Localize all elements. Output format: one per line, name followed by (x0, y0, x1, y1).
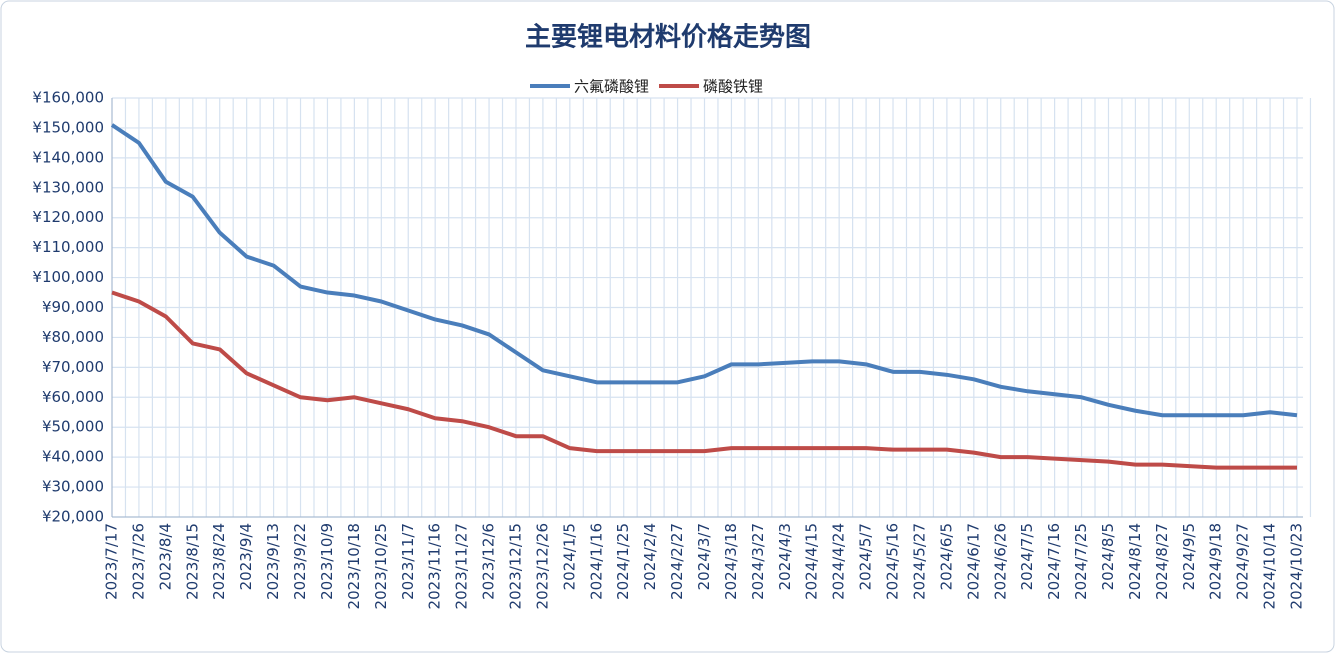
x-tick-label: 2024/1/5 (560, 523, 578, 590)
y-tick-label: ¥80,000 (42, 328, 104, 346)
series-line (110, 123, 1298, 418)
x-tick-label: 2023/10/18 (345, 523, 363, 609)
x-tick-label: 2023/11/16 (426, 523, 444, 609)
y-tick-label: ¥30,000 (42, 478, 104, 496)
x-tick-label: 2024/6/5 (937, 523, 955, 590)
x-tick-label: 2024/4/15 (803, 523, 821, 600)
x-tick-label: 2024/2/4 (641, 523, 659, 590)
y-tick-label: ¥90,000 (42, 298, 104, 316)
x-tick-label: 2023/8/24 (210, 523, 228, 600)
y-tick-label: ¥40,000 (42, 448, 104, 466)
legend-label: 六氟磷酸锂 (574, 78, 649, 96)
x-tick-label: 2024/8/27 (1153, 523, 1171, 600)
x-tick-label: 2024/6/26 (991, 523, 1009, 600)
series-line (111, 290, 1297, 470)
x-tick-label: 2023/11/27 (453, 523, 471, 609)
x-tick-label: 2023/7/26 (129, 523, 147, 600)
legend-label: 磷酸铁锂 (703, 78, 763, 96)
x-tick-label: 2024/10/14 (1261, 523, 1279, 609)
x-tick-label: 2024/4/3 (776, 523, 794, 590)
y-tick-label: ¥100,000 (32, 268, 104, 286)
x-tick-label: 2024/9/18 (1207, 523, 1225, 600)
y-tick-label: ¥150,000 (32, 118, 104, 136)
x-tick-label: 2024/4/24 (830, 523, 848, 600)
x-tick-label: 2023/12/26 (533, 523, 551, 609)
x-tick-label: 2024/1/25 (614, 523, 632, 600)
chart-title: 主要锂电材料价格走势图 (525, 22, 811, 53)
x-tick-label: 2024/8/14 (1126, 523, 1144, 600)
y-tick-label: ¥120,000 (32, 208, 104, 226)
x-tick-label: 2023/9/4 (237, 523, 255, 590)
y-tick-label: ¥110,000 (32, 238, 104, 256)
x-tick-label: 2024/5/27 (910, 523, 928, 600)
x-tick-label: 2024/3/27 (749, 523, 767, 600)
x-tick-label: 2023/12/6 (480, 523, 498, 600)
x-tick-label: 2024/5/7 (857, 523, 875, 590)
x-tick-label: 2024/5/16 (884, 523, 902, 600)
x-tick-label: 2024/9/5 (1180, 523, 1198, 590)
x-tick-label: 2023/8/4 (156, 523, 174, 590)
x-tick-label: 2024/3/18 (722, 523, 740, 600)
x-tick-label: 2024/1/16 (587, 523, 605, 600)
y-tick-label: ¥140,000 (32, 148, 104, 166)
x-tick-label: 2023/11/7 (399, 523, 417, 600)
x-tick-label: 2024/8/5 (1099, 523, 1117, 590)
x-tick-label: 2023/12/15 (506, 523, 524, 609)
y-tick-label: ¥160,000 (32, 89, 104, 107)
x-tick-label: 2023/10/9 (318, 523, 336, 600)
x-tick-label: 2024/6/17 (964, 523, 982, 600)
y-tick-label: ¥130,000 (32, 178, 104, 196)
x-tick-label: 2023/7/17 (103, 523, 121, 600)
x-tick-label: 2024/7/25 (1072, 523, 1090, 600)
y-tick-label: ¥70,000 (42, 358, 104, 376)
x-tick-label: 2024/9/27 (1234, 523, 1252, 600)
y-tick-label: ¥60,000 (42, 388, 104, 406)
x-tick-label: 2024/7/16 (1045, 523, 1063, 600)
y-tick-label: ¥20,000 (42, 508, 104, 526)
x-tick-label: 2023/9/22 (291, 523, 309, 600)
x-tick-label: 2023/9/13 (264, 523, 282, 600)
x-tick-label: 2023/8/15 (183, 523, 201, 600)
x-tick-label: 2024/3/7 (695, 523, 713, 590)
x-tick-label: 2024/7/5 (1018, 523, 1036, 590)
x-tick-label: 2024/10/23 (1288, 523, 1306, 609)
x-tick-label: 2024/2/27 (668, 523, 686, 600)
x-tick-label: 2023/10/25 (372, 523, 390, 609)
y-tick-label: ¥50,000 (42, 418, 104, 436)
